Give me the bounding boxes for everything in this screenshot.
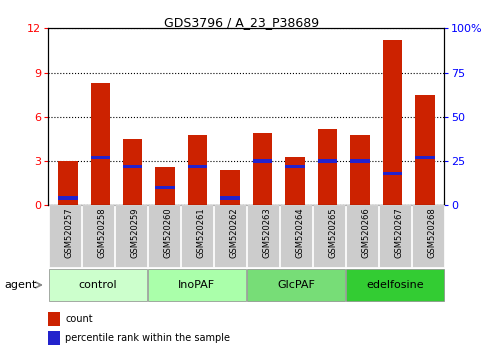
Text: GSM520264: GSM520264 (296, 207, 305, 258)
Bar (123, 165, 142, 168)
Text: GSM520257: GSM520257 (65, 207, 74, 258)
Text: percentile rank within the sample: percentile rank within the sample (65, 333, 230, 343)
Text: InoPAF: InoPAF (178, 280, 215, 290)
Text: GSM520268: GSM520268 (428, 207, 437, 258)
Bar (90, 156, 110, 159)
Text: GSM520267: GSM520267 (395, 207, 404, 258)
Text: GSM520263: GSM520263 (263, 207, 272, 258)
Text: GlcPAF: GlcPAF (277, 280, 315, 290)
Bar (285, 165, 305, 168)
Bar (156, 167, 175, 205)
Text: agent: agent (5, 280, 37, 290)
Text: edelfosine: edelfosine (366, 280, 424, 290)
Text: GSM520260: GSM520260 (164, 207, 173, 258)
Bar (123, 139, 142, 205)
Bar (253, 159, 272, 163)
Bar (318, 129, 337, 205)
Bar (285, 156, 305, 205)
Bar (383, 172, 402, 175)
Text: GSM520265: GSM520265 (329, 207, 338, 258)
Text: count: count (65, 314, 93, 324)
Bar (220, 196, 240, 200)
Text: GSM520261: GSM520261 (197, 207, 206, 258)
Text: GSM520266: GSM520266 (362, 207, 371, 258)
Bar (58, 196, 77, 200)
Text: GSM520258: GSM520258 (98, 207, 107, 258)
Text: control: control (79, 280, 117, 290)
Bar (350, 159, 369, 163)
Bar (220, 170, 240, 205)
Text: GSM520259: GSM520259 (131, 207, 140, 258)
Bar (156, 186, 175, 189)
Bar (318, 159, 337, 163)
Text: GDS3796 / A_23_P38689: GDS3796 / A_23_P38689 (164, 16, 319, 29)
Bar (188, 165, 207, 168)
Bar (253, 133, 272, 205)
Bar (188, 135, 207, 205)
Bar (383, 40, 402, 205)
Bar (90, 83, 110, 205)
Bar (350, 135, 369, 205)
Bar (58, 161, 77, 205)
Text: GSM520262: GSM520262 (230, 207, 239, 258)
Bar (415, 156, 435, 159)
Bar (415, 95, 435, 205)
